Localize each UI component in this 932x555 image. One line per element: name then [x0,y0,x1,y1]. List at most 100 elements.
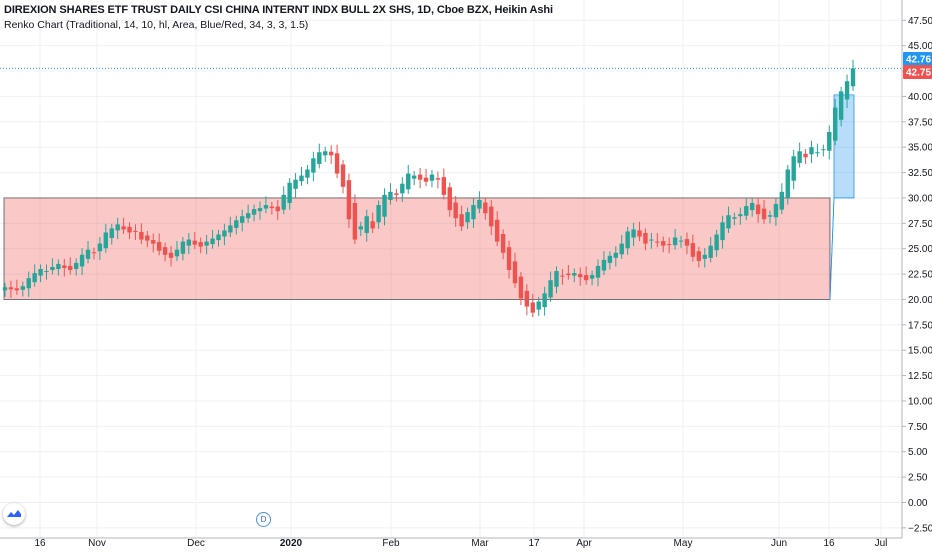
candle-body [394,193,399,195]
candle-body [20,286,25,290]
price-tick-label: 47.50 [908,16,932,27]
candle-body [26,278,31,289]
candle-body [435,178,441,180]
candle-body [578,274,583,278]
renko-down-area [3,197,831,300]
candle-body [323,151,328,156]
candle-body [139,231,144,240]
candle-body [38,269,43,276]
candle-body [827,131,832,151]
candle-body [744,206,749,216]
candle-body [643,232,648,244]
candle-body [690,243,696,257]
time-tick-label: Mar [471,538,489,549]
price-tick-label: 30.00 [908,193,932,204]
dividend-marker[interactable]: D [256,512,271,527]
candle-body [127,226,132,233]
candle-body [524,290,530,307]
candle-body [257,208,263,212]
candle-body [317,152,322,164]
candle-body [637,230,642,237]
candle-body [548,280,553,298]
candle-body [530,302,535,313]
candle-body [566,273,571,276]
candle-body [708,245,713,258]
candle-body [518,276,524,299]
candle-body [79,254,85,267]
candle-body [210,238,215,245]
candle-body [275,206,280,212]
candle-body [346,180,352,220]
candle-body [234,220,239,228]
candle-body [589,275,595,279]
candle-body [423,177,429,182]
candle-body [429,174,435,181]
indicator-label[interactable]: Renko Chart (Traditional, 14, 10, hl, Ar… [4,19,309,31]
candle-body [678,240,684,242]
candle-body [240,216,245,223]
candle-body [749,203,755,211]
candle-body [251,209,257,215]
candle-body [109,228,114,239]
candle-body [779,191,785,210]
time-tick-label: 2020 [280,538,303,549]
price-tick-label: 10.00 [908,396,932,407]
candle-body [803,153,808,158]
candle-body [174,249,180,257]
candle-body [773,204,779,218]
symbol-title: DIREXION SHARES ETF TRUST DAILY CSI CHIN… [4,4,553,16]
time-tick-label: Nov [88,538,106,549]
tradingview-logo-icon[interactable] [3,503,25,525]
candle-body [833,107,838,141]
price-tick-label: 0.00 [908,498,928,509]
price-tick-label: 20.00 [908,295,932,306]
candle-body [506,247,512,271]
candle-body [447,187,452,211]
candle-body [334,153,340,174]
candle-body [293,179,298,189]
candle-body [370,221,375,229]
candle-body [91,252,97,254]
candle-body [180,241,186,254]
candle-body [133,230,138,232]
candle-body [453,202,458,219]
price-tick-label: 45.00 [908,41,932,52]
time-tick-label: Jul [875,538,888,549]
candle-body [477,199,482,209]
time-tick-label: Feb [382,538,400,549]
candle-body [850,68,856,87]
candle-body [216,234,221,241]
price-tick-label: 5.00 [908,447,928,458]
price-tick-label: 32.50 [908,168,932,179]
time-tick-label: Apr [576,538,592,549]
time-tick-label: 16 [823,538,835,549]
candle-body [400,183,405,194]
candle-body [121,226,126,230]
candle-body [32,273,37,283]
candle-body [696,251,702,261]
candle-body [838,91,844,120]
candle-body [844,81,850,100]
time-tick-label: 17 [528,538,540,549]
candle-body [411,175,417,179]
price-tick-label: 40.00 [908,92,932,103]
candle-body [162,247,168,255]
candle-body [68,265,73,271]
price-tick-label: 22.50 [908,270,932,281]
candle-body [720,222,725,241]
candle-body [168,252,174,258]
candle-body [595,265,601,278]
candle-body [222,230,227,237]
candle-body [156,242,162,251]
candle-body [103,232,109,249]
candle-body [785,169,790,198]
candle-body [583,275,589,281]
candle-body [512,261,518,284]
price-tick-label: 12.50 [908,371,932,382]
candle-body [115,224,120,231]
price-tick-label: −2.50 [908,523,932,534]
candle-body [649,239,654,241]
last-price-badge-bg [903,52,932,66]
